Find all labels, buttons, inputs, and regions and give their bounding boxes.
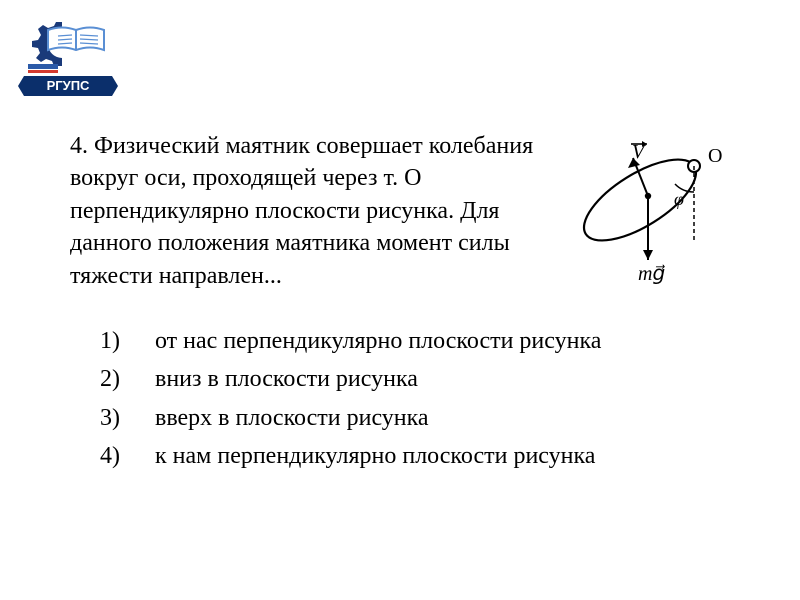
O-label: O <box>708 145 722 167</box>
option-num: 3) <box>100 399 120 437</box>
option-text: от нас перпендикулярно плоскости рисунка <box>155 322 601 360</box>
answer-options: 1) 2) 3) 4) от нас перпендикулярно плоск… <box>100 322 730 476</box>
option-num: 1) <box>100 322 120 360</box>
content-area: 4. Физический маятник совершает колебани… <box>70 130 730 476</box>
question-row: 4. Физический маятник совершает колебани… <box>70 130 730 292</box>
option-num: 4) <box>100 437 120 475</box>
option-texts: от нас перпендикулярно плоскости рисунка… <box>155 322 601 476</box>
option-text: вверх в плоскости рисунка <box>155 399 601 437</box>
university-logo: РГУПС <box>18 20 118 98</box>
option-num: 2) <box>100 360 120 398</box>
phi-label: φ <box>674 189 684 209</box>
mg-label: mg⃗ <box>638 263 665 285</box>
pendulum-diagram: O V mg⃗ φ <box>560 130 730 290</box>
option-numbers: 1) 2) 3) 4) <box>100 322 120 476</box>
option-text: к нам перпендикулярно плоскости рисунка <box>155 437 601 475</box>
option-text: вниз в плоскости рисунка <box>155 360 601 398</box>
logo-text: РГУПС <box>47 78 90 93</box>
question-text: 4. Физический маятник совершает колебани… <box>70 130 535 292</box>
